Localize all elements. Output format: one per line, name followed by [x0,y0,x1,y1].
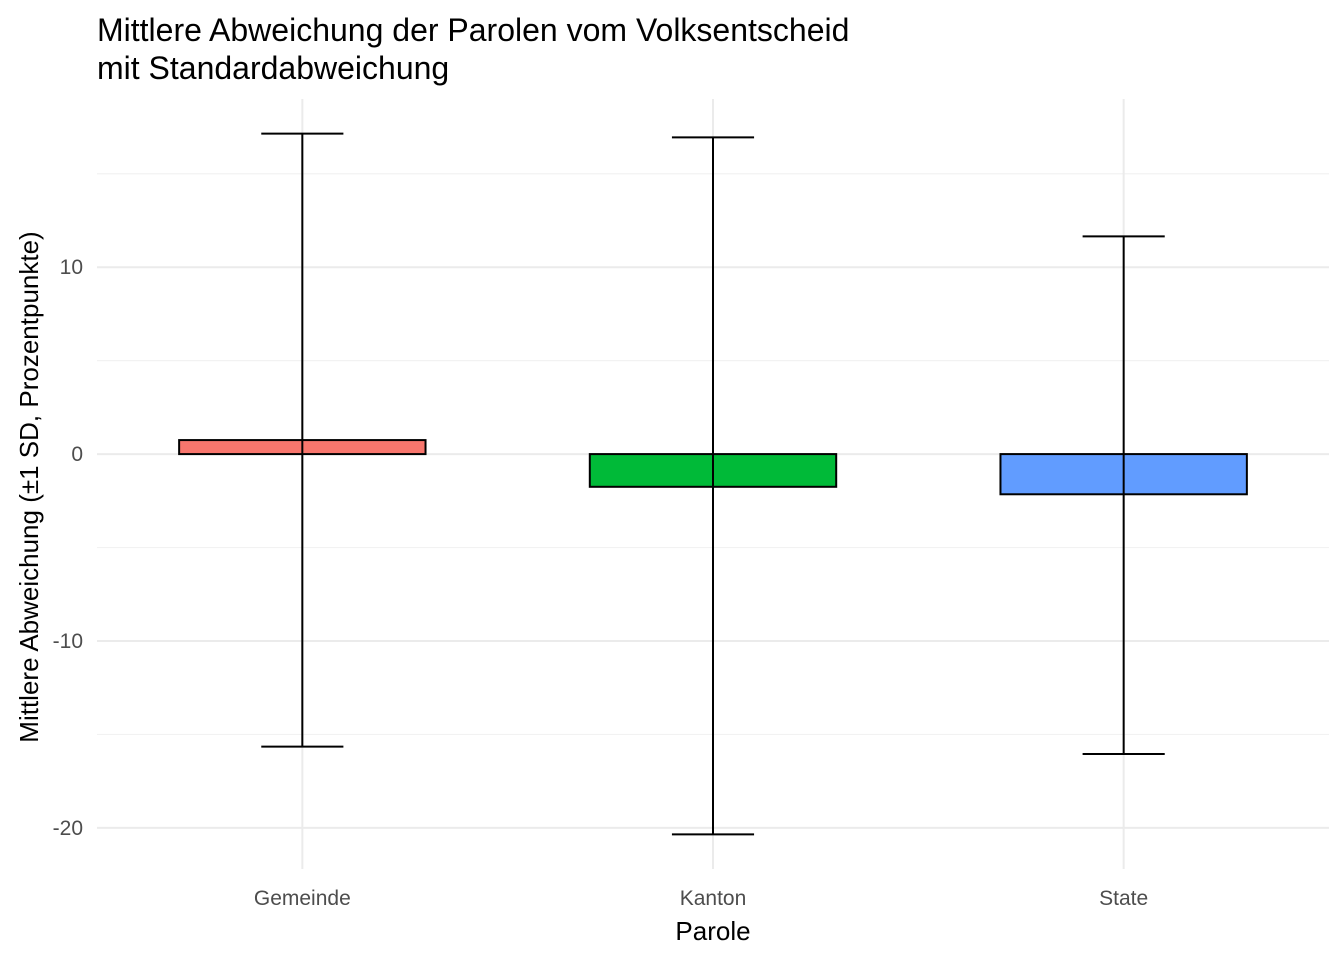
y-tick-label: 10 [60,256,83,279]
x-tick-label: State [1099,887,1148,910]
errorbar-gemeinde [261,132,344,748]
errorbar-state [1082,235,1165,756]
error-bars [261,132,1165,836]
chart-title: Mittlere Abweichung der Parolen vom Volk… [97,12,849,48]
x-tick-label: Gemeinde [254,887,351,910]
errorbar-kanton [671,136,755,836]
y-tick-label: -20 [53,817,83,840]
y-tick-label: -10 [53,630,83,653]
chart-subtitle: mit Standardabweichung [97,50,449,86]
y-tick-label: 0 [71,443,83,466]
y-axis-title: Mittlere Abweichung (±1 SD, Prozentpunkt… [14,231,44,742]
x-tick-label: Kanton [680,887,747,910]
x-tick-labels: Gemeinde Kanton State [254,887,1148,910]
x-axis-title: Parole [675,916,750,946]
y-tick-labels: -20 -10 0 10 [53,256,83,840]
